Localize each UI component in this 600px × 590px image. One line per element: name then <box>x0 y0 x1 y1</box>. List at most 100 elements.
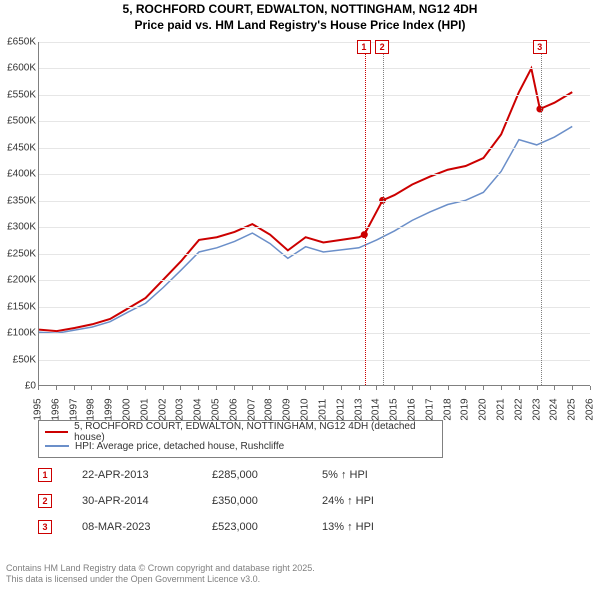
x-axis-label: 2020 <box>478 398 489 420</box>
x-axis-label: 2009 <box>282 398 293 420</box>
x-axis-label: 2002 <box>157 398 168 420</box>
price-row-pct: 13% ↑ HPI <box>322 521 412 533</box>
x-tick <box>252 386 253 390</box>
x-tick <box>448 386 449 390</box>
x-tick <box>180 386 181 390</box>
gridline <box>39 95 590 96</box>
price-row: 122-APR-2013£285,0005% ↑ HPI <box>38 462 412 488</box>
x-tick <box>590 386 591 390</box>
legend-item-property: 5, ROCHFORD COURT, EDWALTON, NOTTINGHAM,… <box>45 425 436 439</box>
gridline <box>39 227 590 228</box>
y-axis-label: £150K <box>2 301 36 312</box>
gridline <box>39 201 590 202</box>
y-axis-label: £300K <box>2 222 36 233</box>
x-axis-label: 2022 <box>513 398 524 420</box>
price-row: 230-APR-2014£350,00024% ↑ HPI <box>38 488 412 514</box>
x-tick <box>109 386 110 390</box>
sale-marker-box: 3 <box>533 40 547 54</box>
x-tick <box>412 386 413 390</box>
x-axis-label: 2010 <box>300 398 311 420</box>
x-tick <box>519 386 520 390</box>
x-axis-label: 2005 <box>211 398 222 420</box>
x-axis-label: 1997 <box>68 398 79 420</box>
price-row-price: £523,000 <box>212 521 322 533</box>
x-tick <box>127 386 128 390</box>
x-tick <box>465 386 466 390</box>
x-tick <box>38 386 39 390</box>
gridline <box>39 307 590 308</box>
y-axis-label: £500K <box>2 116 36 127</box>
x-axis-label: 2024 <box>549 398 560 420</box>
x-axis-label: 2006 <box>228 398 239 420</box>
x-axis-label: 1998 <box>86 398 97 420</box>
x-tick <box>359 386 360 390</box>
x-tick <box>430 386 431 390</box>
x-tick <box>305 386 306 390</box>
x-axis-label: 2001 <box>139 398 150 420</box>
x-tick <box>394 386 395 390</box>
x-tick <box>56 386 57 390</box>
x-axis-label: 2007 <box>246 398 257 420</box>
y-axis-label: £350K <box>2 195 36 206</box>
x-axis-label: 2019 <box>460 398 471 420</box>
price-row-price: £285,000 <box>212 469 322 481</box>
sale-marker-line <box>383 42 384 385</box>
x-axis-label: 2004 <box>193 398 204 420</box>
sale-marker-line <box>365 42 366 385</box>
x-axis-label: 2008 <box>264 398 275 420</box>
y-axis-label: £400K <box>2 169 36 180</box>
price-table: 122-APR-2013£285,0005% ↑ HPI230-APR-2014… <box>38 462 412 540</box>
x-tick <box>91 386 92 390</box>
price-row-date: 22-APR-2013 <box>82 469 212 481</box>
x-axis-label: 2003 <box>175 398 186 420</box>
gridline <box>39 68 590 69</box>
x-tick <box>287 386 288 390</box>
legend: 5, ROCHFORD COURT, EDWALTON, NOTTINGHAM,… <box>38 420 443 458</box>
x-tick <box>145 386 146 390</box>
title-line-2: Price paid vs. HM Land Registry's House … <box>135 18 466 32</box>
gridline <box>39 42 590 43</box>
x-tick <box>74 386 75 390</box>
gridline <box>39 280 590 281</box>
price-row-date: 30-APR-2014 <box>82 495 212 507</box>
y-axis-label: £600K <box>2 63 36 74</box>
y-axis-label: £100K <box>2 328 36 339</box>
x-axis-label: 2011 <box>317 399 328 421</box>
x-tick <box>234 386 235 390</box>
gridline <box>39 333 590 334</box>
footer: Contains HM Land Registry data © Crown c… <box>6 563 315 586</box>
x-tick <box>572 386 573 390</box>
y-axis-label: £250K <box>2 248 36 259</box>
x-axis-label: 2015 <box>389 398 400 420</box>
x-axis-label: 2018 <box>442 398 453 420</box>
x-tick <box>198 386 199 390</box>
gridline <box>39 254 590 255</box>
sale-marker-box: 1 <box>357 40 371 54</box>
sale-marker-box: 2 <box>375 40 389 54</box>
x-axis-label: 2017 <box>424 398 435 420</box>
footer-line-1: Contains HM Land Registry data © Crown c… <box>6 563 315 573</box>
price-row-marker: 3 <box>38 520 52 534</box>
plot-area <box>38 42 590 386</box>
x-tick <box>554 386 555 390</box>
y-axis-label: £50K <box>2 354 36 365</box>
x-tick <box>163 386 164 390</box>
x-axis-label: 2000 <box>122 398 133 420</box>
title-line-1: 5, ROCHFORD COURT, EDWALTON, NOTTINGHAM,… <box>123 2 478 16</box>
gridline <box>39 148 590 149</box>
x-axis-label: 2012 <box>335 398 346 420</box>
y-axis-label: £550K <box>2 89 36 100</box>
x-tick <box>216 386 217 390</box>
x-tick <box>376 386 377 390</box>
gridline <box>39 174 590 175</box>
x-tick <box>323 386 324 390</box>
price-row-date: 08-MAR-2023 <box>82 521 212 533</box>
gridline <box>39 121 590 122</box>
price-row-pct: 5% ↑ HPI <box>322 469 412 481</box>
x-axis-label: 2013 <box>353 398 364 420</box>
legend-label-hpi: HPI: Average price, detached house, Rush… <box>75 441 284 452</box>
x-axis-label: 2016 <box>406 398 417 420</box>
page: 5, ROCHFORD COURT, EDWALTON, NOTTINGHAM,… <box>0 0 600 590</box>
x-tick <box>269 386 270 390</box>
series-hpi <box>39 126 572 333</box>
